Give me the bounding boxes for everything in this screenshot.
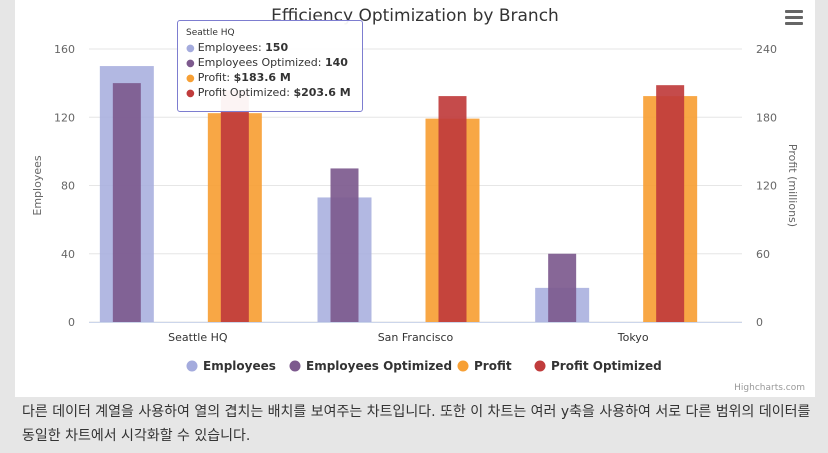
chart-container: Efficiency Optimization by Branch 0 40 80 12… [15,0,815,397]
legend-item-label[interactable]: Employees [203,359,276,373]
tooltip-value: $183.6 M [233,71,291,84]
tooltip-row: ● Profit Optimized: $203.6 M [186,85,354,100]
legend-item-label[interactable]: Employees Optimized [306,359,452,373]
series-dot-icon: ● [186,43,195,54]
y-left-tick-label: 120 [54,111,75,124]
hamburger-icon-bar [785,22,803,25]
tooltip-header: Seattle HQ [186,28,235,38]
tooltip-label: Employees Optimized: [197,56,322,69]
bar-employees-optimized [548,253,577,322]
tooltip-label: Profit Optimized: [197,86,290,99]
chart-plot: Efficiency Optimization by Branch0408012… [31,6,799,373]
tooltip-value: $203.6 M [293,86,351,99]
legend-item-label[interactable]: Profit [474,359,512,373]
chart-menu-button[interactable] [785,10,803,26]
chart-tooltip: Seattle HQ ● Employees: 150 ● Employees Op… [177,20,363,112]
bar-profit-optimized [656,85,685,322]
y-right-axis-title: Profit (millions) [786,144,799,227]
legend-marker[interactable] [186,360,198,372]
bar-profit-optimized [438,96,467,322]
bar-profit-optimized [220,90,249,322]
x-tick-label: Seattle HQ [168,331,228,344]
tooltip-label: Profit: [197,71,231,84]
y-right-tick-label: 120 [756,180,777,193]
y-right-tick-label: 0 [756,316,763,329]
y-left-tick-label: 160 [54,43,75,56]
legend-marker[interactable] [534,360,546,372]
y-left-tick-label: 0 [68,316,75,329]
series-dot-icon: ● [186,58,195,69]
y-right-tick-label: 180 [756,111,777,124]
tooltip-row: ● Profit: $183.6 M [186,70,354,85]
tooltip-row: ● Employees: 150 [186,40,354,55]
bar-employees-optimized [330,168,359,322]
hamburger-icon-bar [785,10,803,13]
y-left-tick-label: 80 [61,180,75,193]
legend-item-label[interactable]: Profit Optimized [551,359,662,373]
series-dot-icon: ● [186,88,195,99]
chart-description: 다른 데이터 계열을 사용하여 열의 겹치는 배치를 보여주는 차트입니다. 또… [22,404,811,444]
tooltip-value: 150 [265,41,289,54]
hamburger-icon-bar [785,16,803,19]
y-right-tick-label: 240 [756,43,777,56]
y-left-tick-label: 40 [61,248,75,261]
credits-link[interactable]: Highcharts.com [734,383,805,393]
bar-employees-optimized [112,83,141,322]
x-tick-label: Tokyo [617,331,649,344]
y-right-tick-label: 60 [756,248,770,261]
tooltip-value: 140 [324,56,348,69]
y-left-axis-title: Employees [31,155,44,215]
tooltip-row: ● Employees Optimized: 140 [186,55,354,70]
tooltip-label: Employees: [197,41,262,54]
series-dot-icon: ● [186,73,195,84]
legend-marker[interactable] [457,360,469,372]
x-tick-label: San Francisco [378,331,454,344]
legend-marker[interactable] [289,360,301,372]
